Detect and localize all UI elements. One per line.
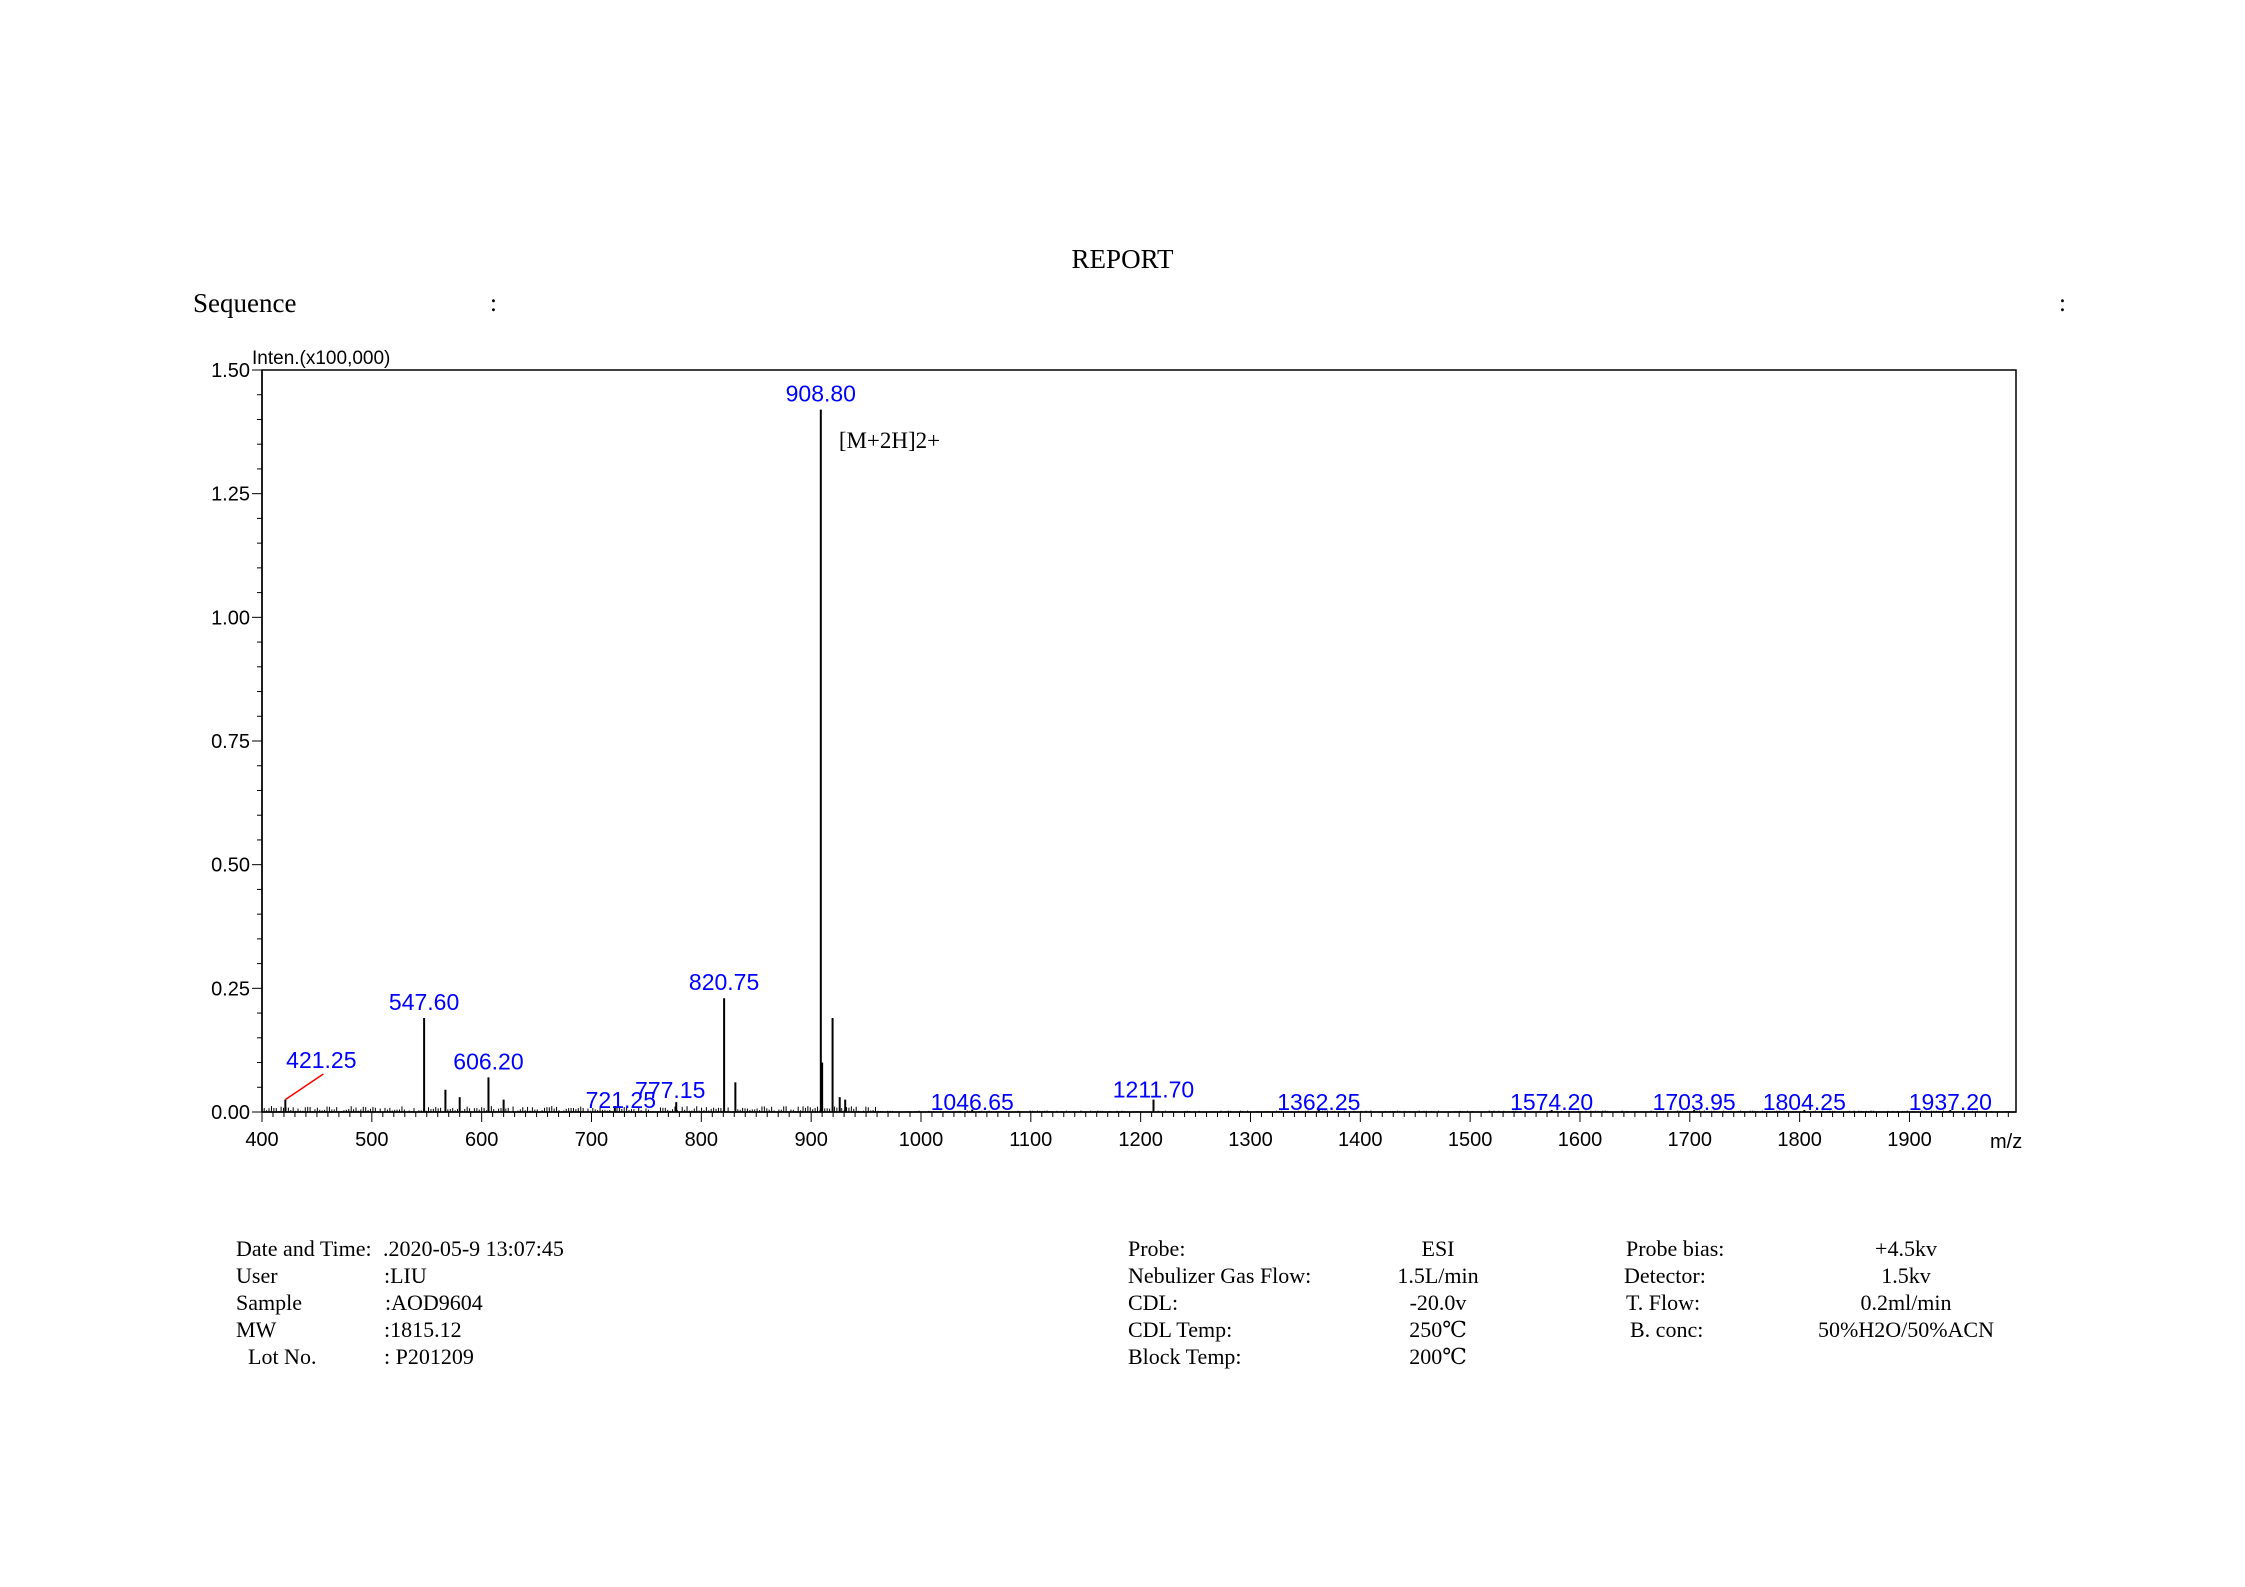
info-label: Date and Time:: [236, 1236, 372, 1261]
y-tick-label: 0.75: [211, 731, 250, 753]
info-value: +4.5kv: [1875, 1236, 1937, 1261]
peak-label: 1703.95: [1653, 1089, 1736, 1115]
info-value: :AOD9604: [385, 1290, 483, 1315]
info-label: B. conc:: [1630, 1317, 1704, 1342]
y-axis-ticks: 0.00 0.25 0.50 0.75 1.00 1.25 1.50: [211, 360, 262, 1124]
peak-label: 908.80: [786, 381, 856, 407]
x-tick-label: 700: [575, 1129, 608, 1151]
baseline-noise: [263, 1106, 2015, 1112]
x-tick-label: 800: [685, 1129, 718, 1151]
plot-frame: [261, 369, 2017, 1113]
info-value: 1.5kv: [1881, 1263, 1931, 1288]
info-value: 1.5L/min: [1397, 1263, 1479, 1288]
peak-label: 1362.25: [1277, 1089, 1360, 1115]
x-tick-label: 1600: [1558, 1129, 1603, 1151]
x-tick-label: 1400: [1338, 1129, 1383, 1151]
y-axis-title: Inten.(x100,000): [252, 348, 390, 369]
info-label: Nebulizer Gas Flow:: [1128, 1263, 1312, 1288]
x-tick-label: 1000: [899, 1129, 944, 1151]
info-label: Probe bias:: [1626, 1236, 1725, 1261]
x-tick-label: 1300: [1228, 1129, 1273, 1151]
peak-label: 777.15: [635, 1077, 705, 1103]
info-label: T. Flow:: [1626, 1290, 1701, 1315]
y-tick-label: 0.25: [211, 978, 250, 1000]
info-label: User: [236, 1263, 278, 1288]
sequence-colon-right: :: [2059, 290, 2066, 317]
x-tick-label: 1800: [1777, 1129, 1822, 1151]
info-label: CDL Temp:: [1128, 1317, 1233, 1342]
sequence-label: Sequence: [193, 288, 297, 318]
info-value: :1815.12: [384, 1317, 462, 1342]
y-tick-label: 1.25: [211, 484, 250, 506]
ion-annotation: [M+2H]2+: [839, 428, 940, 453]
info-label: Block Temp:: [1128, 1344, 1242, 1369]
peak-label: 421.25: [286, 1047, 356, 1073]
x-axis-title: m/z: [1990, 1131, 2022, 1153]
info-label: Lot No.: [248, 1344, 317, 1369]
info-value: 50%H2O/50%ACN: [1818, 1317, 1994, 1342]
y-tick-label: 1.50: [211, 360, 250, 382]
info-value: 250℃: [1409, 1317, 1467, 1342]
sequence-colon-left: :: [490, 290, 497, 317]
peak-label: 721.25: [586, 1087, 656, 1113]
label-leader-line: [284, 1073, 324, 1101]
peak-label: 1574.20: [1510, 1089, 1593, 1115]
y-tick-label: 0.00: [211, 1102, 250, 1124]
peak-label: 547.60: [389, 989, 459, 1015]
peak-label: 1937.20: [1909, 1089, 1992, 1115]
info-value: ESI: [1421, 1236, 1455, 1261]
info-value: : P201209: [384, 1344, 474, 1369]
info-label: Sample: [236, 1290, 302, 1315]
info-label: Detector:: [1624, 1263, 1706, 1288]
x-tick-label: 600: [465, 1129, 498, 1151]
info-value: :LIU: [384, 1263, 427, 1288]
info-label: CDL:: [1128, 1290, 1179, 1315]
peak-label: 1211.70: [1113, 1077, 1194, 1103]
x-tick-label: 1100: [1009, 1129, 1052, 1151]
x-tick-label: 500: [355, 1129, 388, 1151]
peak-label: 606.20: [453, 1048, 523, 1074]
y-tick-label: 0.50: [211, 855, 250, 877]
info-value: 200℃: [1409, 1344, 1467, 1369]
info-label: Probe:: [1128, 1236, 1186, 1261]
peak-label: 1046.65: [931, 1089, 1014, 1115]
x-tick-label: 1900: [1887, 1129, 1932, 1151]
y-tick-label: 1.00: [211, 607, 250, 629]
x-axis-ticks: 400 500 600 700 800 900 1000 1100 1200 1300 1400 15…: [245, 1112, 2009, 1151]
info-value: .2020-05-9 13:07:45: [383, 1236, 564, 1261]
peak-label: 820.75: [689, 969, 759, 995]
info-label: MW: [236, 1317, 277, 1342]
info-value: 0.2ml/min: [1860, 1290, 1952, 1315]
x-tick-label: 1700: [1668, 1129, 1713, 1151]
peak-label: 1804.25: [1763, 1089, 1846, 1115]
x-tick-label: 400: [245, 1129, 278, 1151]
peaks: [284, 409, 1952, 1112]
report-title: REPORT: [1071, 244, 1174, 274]
x-tick-label: 1200: [1118, 1129, 1163, 1151]
x-tick-label: 1500: [1448, 1129, 1493, 1151]
info-value: -20.0v: [1409, 1290, 1467, 1315]
x-tick-label: 900: [794, 1129, 827, 1151]
